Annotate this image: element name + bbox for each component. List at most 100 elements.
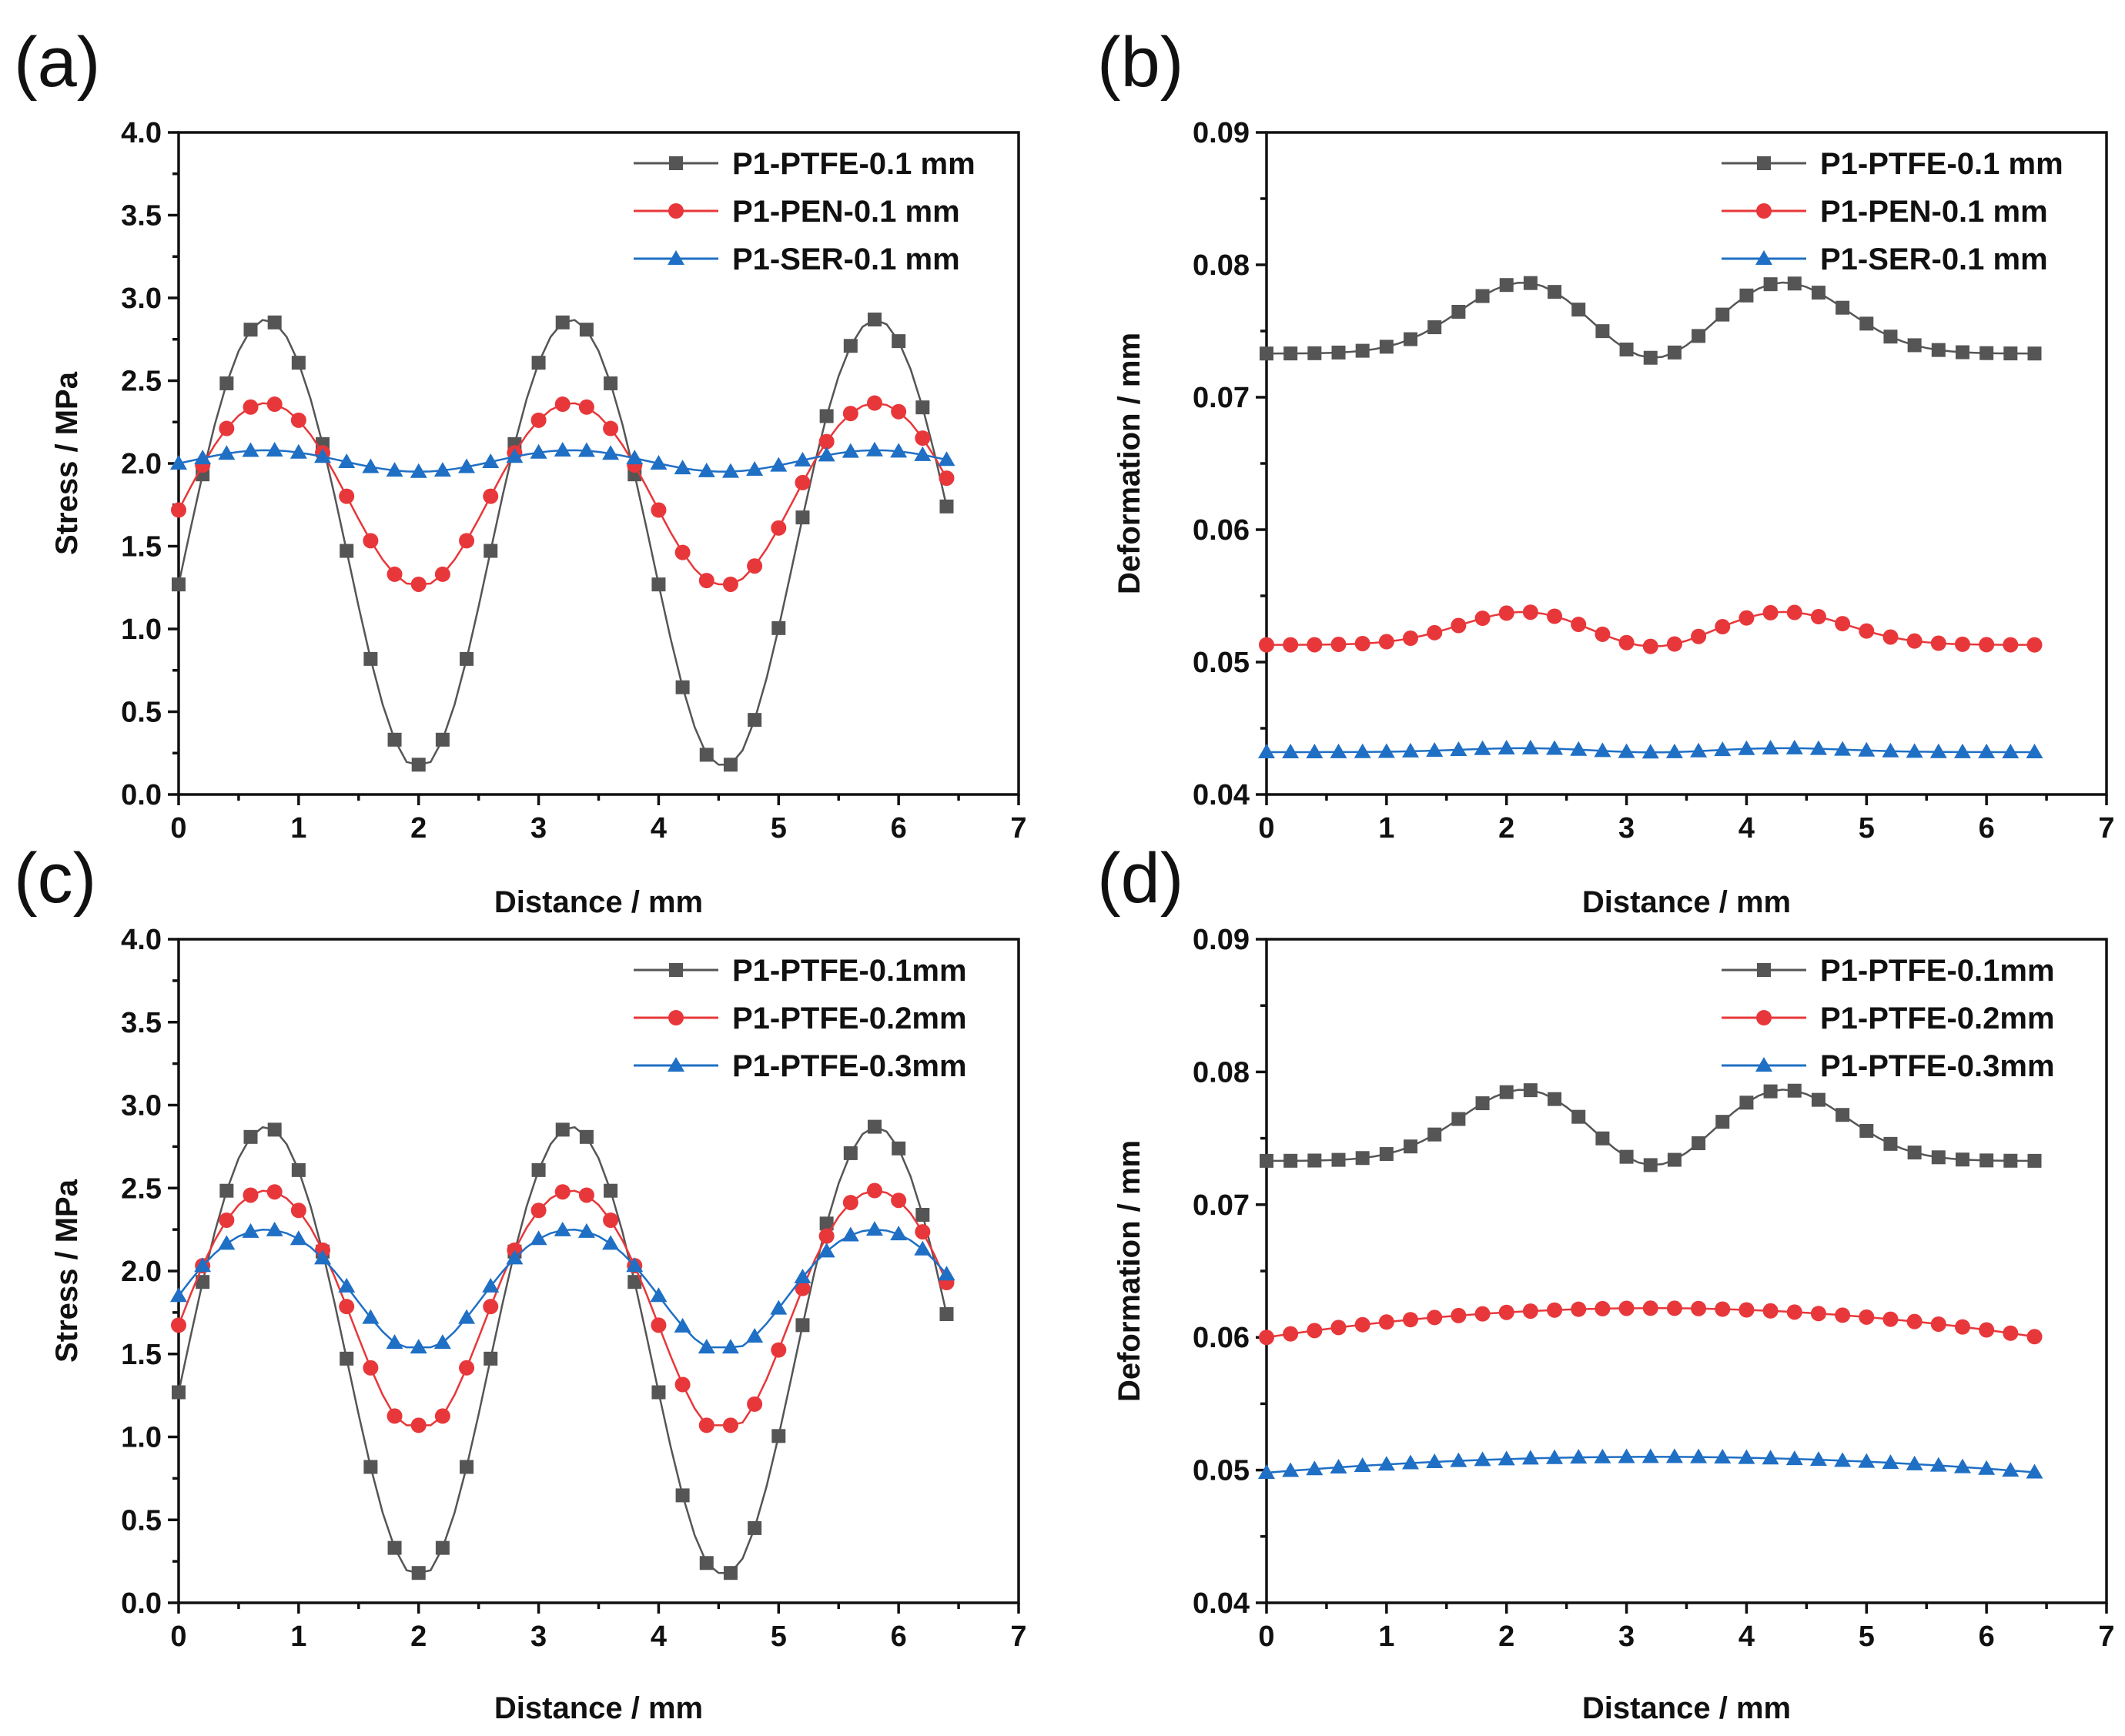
data-point bbox=[1859, 1123, 1874, 1138]
data-point bbox=[1258, 1464, 1275, 1480]
data-point bbox=[1666, 636, 1682, 652]
data-point bbox=[386, 462, 403, 477]
data-point bbox=[411, 1566, 426, 1580]
data-point bbox=[1978, 1460, 1996, 1475]
data-point bbox=[651, 1317, 667, 1333]
data-point bbox=[1521, 1450, 1539, 1465]
y-tick-label: 0.08 bbox=[1193, 1056, 1250, 1089]
data-point bbox=[1690, 1448, 1708, 1463]
y-tick-label: 0.07 bbox=[1193, 382, 1250, 414]
data-point bbox=[1883, 1136, 1898, 1151]
data-point bbox=[1954, 636, 1970, 652]
data-point bbox=[340, 1351, 354, 1366]
data-point bbox=[314, 1249, 332, 1265]
data-point bbox=[435, 1540, 450, 1555]
legend-entry: P1-PTFE-0.2mm bbox=[1722, 1002, 2055, 1035]
data-point bbox=[410, 576, 427, 592]
x-tick-label: 7 bbox=[2098, 812, 2114, 845]
data-point bbox=[578, 399, 594, 415]
data-point bbox=[1691, 628, 1707, 644]
data-point bbox=[1762, 1303, 1779, 1319]
data-point bbox=[1283, 1326, 1299, 1342]
data-point bbox=[1426, 1453, 1444, 1468]
data-point bbox=[1306, 1460, 1324, 1476]
data-point bbox=[2003, 1325, 2019, 1341]
data-point bbox=[1450, 1452, 1467, 1467]
data-point bbox=[1907, 1146, 1922, 1160]
data-point bbox=[1979, 637, 1995, 653]
data-point bbox=[1882, 1311, 1899, 1327]
data-point bbox=[1330, 1320, 1347, 1336]
y-tick-label: 2.0 bbox=[121, 448, 162, 480]
data-point bbox=[1738, 610, 1755, 626]
data-point bbox=[1330, 637, 1347, 653]
data-point bbox=[170, 455, 187, 470]
data-point bbox=[771, 1429, 786, 1443]
data-point bbox=[291, 1162, 306, 1177]
data-point bbox=[1475, 1096, 1490, 1111]
x-tick-label: 0 bbox=[170, 812, 186, 845]
data-point bbox=[171, 1317, 186, 1333]
y-tick-label: 0.0 bbox=[121, 779, 162, 811]
x-tick-label: 5 bbox=[771, 1621, 787, 1653]
data-point bbox=[1402, 742, 1420, 758]
data-point bbox=[219, 420, 235, 437]
data-point bbox=[484, 544, 498, 558]
data-point bbox=[1355, 1151, 1370, 1166]
legend-entry: P1-SER-0.1 mm bbox=[634, 243, 960, 276]
data-point bbox=[843, 1146, 858, 1160]
data-point bbox=[1738, 1302, 1755, 1318]
legend-entry: P1-PTFE-0.2mm bbox=[634, 1002, 967, 1035]
y-axis-title: Stress / MPa bbox=[50, 1179, 84, 1363]
data-point bbox=[1330, 743, 1347, 758]
data-point bbox=[1692, 329, 1706, 343]
series-1 bbox=[1259, 1300, 2043, 1346]
data-point bbox=[604, 376, 618, 390]
data-point bbox=[651, 577, 666, 592]
data-point bbox=[1330, 1459, 1347, 1474]
data-point bbox=[818, 1243, 835, 1258]
data-point bbox=[1859, 1309, 1875, 1325]
data-point bbox=[890, 1226, 908, 1241]
data-point bbox=[577, 1223, 595, 1238]
series-1 bbox=[171, 1182, 955, 1433]
data-point bbox=[865, 1221, 883, 1236]
legend-marker bbox=[668, 250, 684, 265]
data-point bbox=[218, 445, 236, 460]
data-point bbox=[1546, 740, 1564, 755]
data-point bbox=[434, 566, 450, 582]
data-point bbox=[1282, 743, 1300, 758]
data-point bbox=[1379, 340, 1394, 354]
x-tick-label: 3 bbox=[530, 1621, 547, 1653]
data-point bbox=[1354, 1316, 1370, 1333]
data-point bbox=[1715, 1115, 1730, 1129]
data-point bbox=[674, 1317, 691, 1333]
data-point bbox=[243, 1129, 258, 1144]
legend-label: P1-PTFE-0.3mm bbox=[732, 1049, 967, 1083]
data-point bbox=[1523, 276, 1538, 290]
data-point bbox=[530, 1202, 547, 1219]
y-axis-title: Deformation / mm bbox=[1113, 1140, 1146, 1402]
legend-marker bbox=[668, 203, 684, 219]
data-point bbox=[674, 544, 691, 560]
data-point bbox=[434, 1408, 450, 1424]
y-tick-label: 0.5 bbox=[121, 697, 162, 729]
x-tick-label: 2 bbox=[410, 812, 427, 845]
data-point bbox=[818, 433, 835, 450]
data-point bbox=[891, 403, 907, 420]
data-point bbox=[2026, 637, 2043, 653]
legend-marker bbox=[669, 963, 683, 977]
data-point bbox=[818, 447, 835, 462]
data-point bbox=[794, 451, 812, 467]
data-point bbox=[460, 651, 474, 666]
x-tick-label: 1 bbox=[1378, 812, 1394, 845]
data-point bbox=[555, 315, 570, 329]
legend-label: P1-PEN-0.1 mm bbox=[1820, 195, 2048, 229]
x-tick-label: 5 bbox=[1859, 812, 1875, 845]
data-point bbox=[1474, 1306, 1491, 1322]
data-point bbox=[627, 1275, 642, 1289]
data-point bbox=[1451, 617, 1467, 634]
data-point bbox=[1571, 1301, 1587, 1317]
legend-entry: P1-SER-0.1 mm bbox=[1722, 243, 2048, 276]
